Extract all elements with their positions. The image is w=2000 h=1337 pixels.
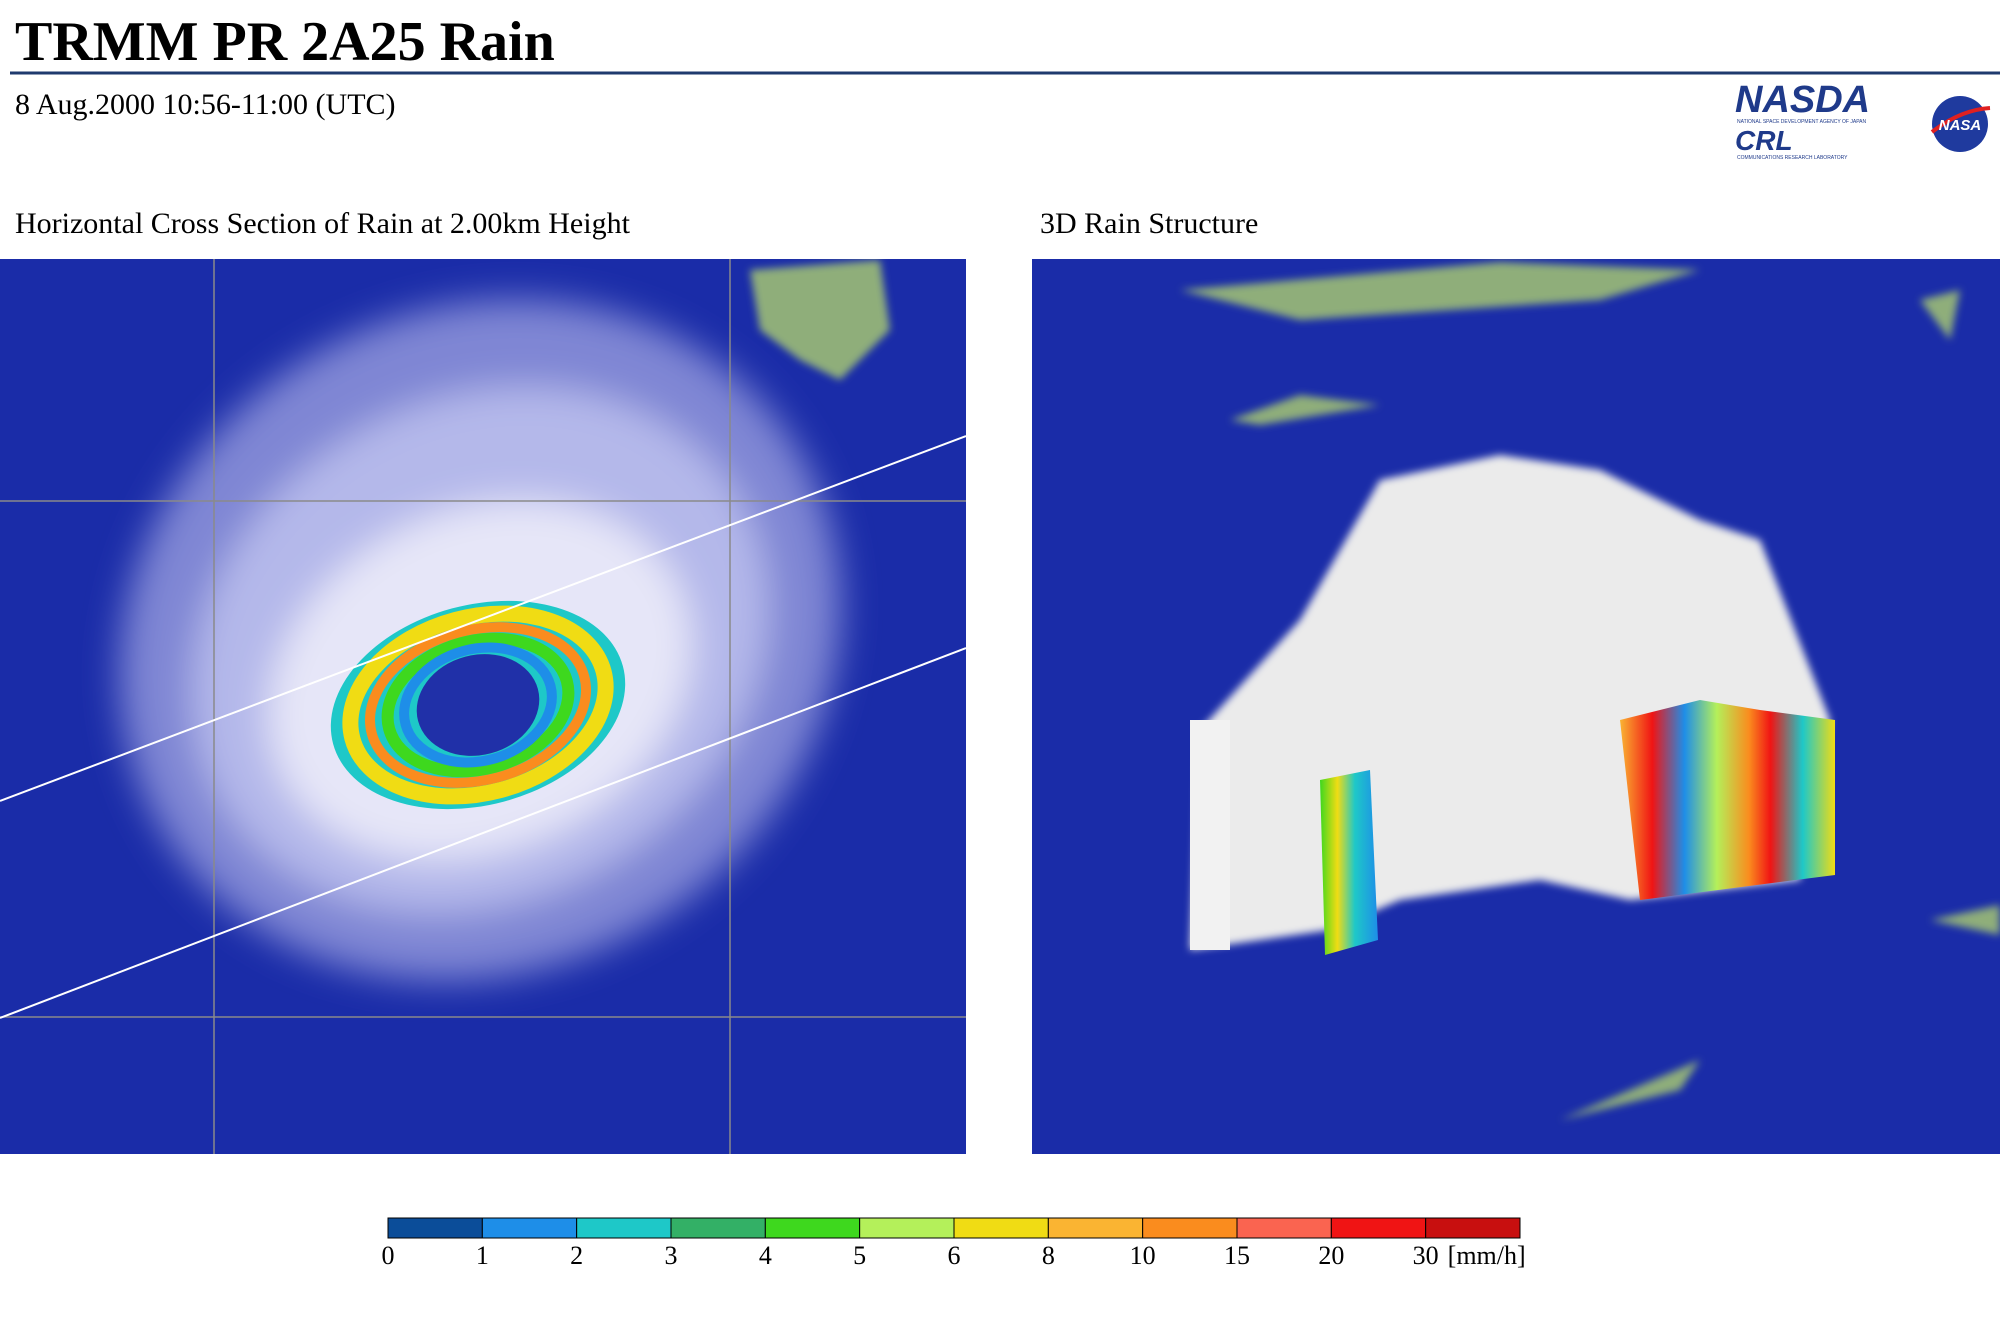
colorbar-label: 2 <box>570 1241 583 1270</box>
nasa-logo-text: NASA <box>1939 117 1982 134</box>
colorbar-segment <box>1142 1217 1238 1239</box>
eye-rainband <box>330 600 626 810</box>
land <box>750 260 890 380</box>
rain-volume <box>1190 720 1230 950</box>
crl-logo: CRL <box>1735 125 1793 156</box>
land <box>1180 262 2000 1120</box>
title: TRMM PR 2A25 Rain <box>15 11 555 73</box>
colorbar-segment <box>1047 1217 1144 1239</box>
logos: NASDA NATIONAL SPACE DEVELOPMENT AGENCY … <box>1735 79 1991 161</box>
colorbar-unit: [mm/h] <box>1448 1241 1526 1270</box>
rain-column <box>1320 770 1378 955</box>
cross-section-image <box>0 259 966 1154</box>
nasda-logo: NASDA <box>1735 79 1870 121</box>
colorbar-label: 3 <box>665 1241 678 1270</box>
colorbar-label: 0 <box>382 1241 395 1270</box>
nasa-logo-swoosh <box>1930 106 1991 134</box>
colorbar-label: 1 <box>476 1241 489 1270</box>
colorbar-label: 30 <box>1413 1241 1439 1270</box>
colorbar-label: 6 <box>948 1241 961 1270</box>
colorbar-segment <box>387 1217 483 1239</box>
colorbar-segment <box>1330 1217 1427 1239</box>
rain-column <box>1620 700 1835 900</box>
colorbar-label: 20 <box>1318 1241 1344 1270</box>
colorbar-segment <box>1425 1217 1521 1239</box>
colorbar-segment <box>670 1217 766 1239</box>
rain-3d-image <box>1032 259 2000 1154</box>
grid <box>0 259 966 1154</box>
swath <box>0 435 966 1019</box>
colorbar-segment <box>481 1217 578 1239</box>
colorbar-label: 10 <box>1130 1241 1156 1270</box>
colorbar-label: 15 <box>1224 1241 1250 1270</box>
colorbar-segment <box>953 1217 1049 1239</box>
panel-title: Horizontal Cross Section of Rain at 2.00… <box>15 207 631 240</box>
colorbar-label: 4 <box>759 1241 772 1270</box>
crl-caption: COMMUNICATIONS RESEARCH LABORATORY <box>1737 155 1848 161</box>
colorbar-segment <box>576 1217 672 1239</box>
colorbar-label: 8 <box>1042 1241 1055 1270</box>
panel-title: 3D Rain Structure <box>1040 207 1258 240</box>
colorbar-segment <box>764 1217 861 1239</box>
colorbar-segment <box>859 1217 955 1239</box>
subtitle: 8 Aug.2000 10:56-11:00 (UTC) <box>15 88 396 121</box>
colorbar: 0 1 2 3 4 5 6 8 10 15 20 30 [mm/h] <box>382 1217 1526 1270</box>
nasda-caption: NATIONAL SPACE DEVELOPMENT AGENCY OF JAP… <box>1737 119 1866 125</box>
colorbar-segment <box>1236 1217 1332 1239</box>
colorbar-label: 5 <box>853 1241 866 1270</box>
